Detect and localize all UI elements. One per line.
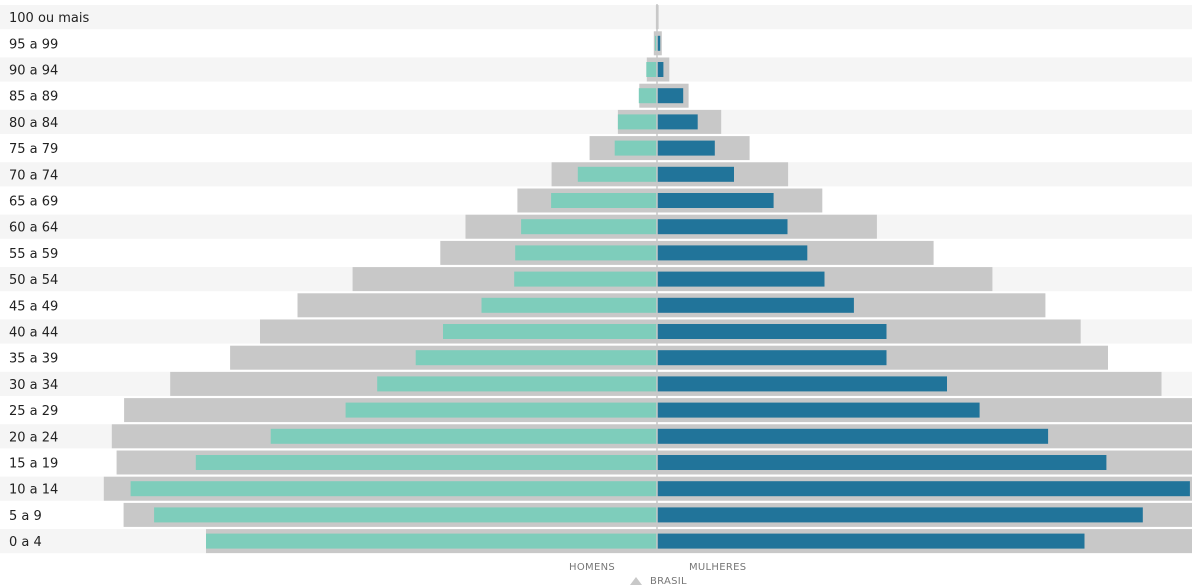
category-label: 35 a 39 (9, 352, 58, 367)
xlabel-left: HOMENS (569, 562, 615, 573)
bar-mulheres (657, 455, 1107, 470)
category-label: 80 a 84 (9, 116, 58, 131)
bar-mulheres (657, 193, 774, 208)
category-label: 65 a 69 (9, 195, 58, 210)
bar-homens (514, 271, 657, 287)
category-label: 10 a 14 (9, 483, 58, 498)
bar-mulheres (657, 114, 698, 130)
category-label: 55 a 59 (9, 247, 58, 262)
legend-label: BRASIL (650, 576, 687, 586)
bar-mulheres (657, 376, 947, 392)
bar-mulheres (657, 533, 1085, 549)
bar-homens (646, 62, 657, 77)
category-label: 25 a 29 (9, 404, 58, 419)
bar-homens (130, 481, 658, 497)
bar-mulheres (657, 245, 808, 261)
row-stripe (0, 31, 1192, 56)
bar-mulheres (657, 62, 664, 77)
bar-homens (515, 245, 657, 261)
bar-homens (481, 297, 657, 313)
bar-homens (270, 428, 657, 444)
category-label: 20 a 24 (9, 430, 58, 445)
bar-mulheres (657, 35, 661, 51)
bar-mulheres (657, 219, 788, 235)
bar-homens (345, 402, 657, 418)
category-label: 95 a 99 (9, 37, 58, 52)
legend-triangle-icon (630, 577, 642, 585)
row-stripe (0, 5, 1192, 30)
category-label: 5 a 9 (9, 509, 42, 524)
series-bars (130, 35, 1190, 549)
category-label: 30 a 34 (9, 378, 58, 393)
bar-homens (617, 114, 657, 130)
category-label: 70 a 74 (9, 168, 58, 183)
bar-homens (415, 350, 657, 366)
row-stripe (0, 57, 1192, 82)
bar-mulheres (657, 297, 854, 313)
bar-mulheres (657, 166, 734, 182)
category-label: 50 a 54 (9, 273, 58, 288)
reference-bar-female (657, 5, 659, 30)
category-label: 90 a 94 (9, 64, 58, 79)
bar-homens (654, 35, 657, 51)
category-labels: 100 ou mais 95 a 99 90 a 94 85 a 89 80 a 84 7… (9, 11, 90, 550)
bar-mulheres (657, 271, 825, 287)
bar-homens (443, 324, 657, 339)
category-label: 15 a 19 (9, 457, 58, 472)
bar-homens (577, 166, 657, 182)
category-label: 45 a 49 (9, 299, 58, 314)
bar-mulheres (657, 507, 1143, 523)
category-label: 0 a 4 (9, 535, 42, 550)
bar-mulheres (657, 350, 887, 366)
bar-homens (154, 507, 657, 523)
category-label: 85 a 89 (9, 90, 58, 105)
category-label: 100 ou mais (9, 11, 90, 26)
bar-homens (614, 140, 657, 156)
bar-homens (195, 455, 658, 470)
category-label: 40 a 44 (9, 326, 58, 341)
bar-homens (638, 88, 657, 104)
category-label: 60 a 64 (9, 221, 58, 236)
row-stripe (0, 109, 1192, 134)
bar-homens (521, 219, 657, 235)
bar-mulheres (657, 140, 715, 156)
bar-mulheres (657, 324, 887, 339)
bar-mulheres (657, 402, 980, 418)
row-stripe (0, 83, 1192, 108)
bar-mulheres (657, 428, 1049, 444)
bar-homens (377, 376, 657, 392)
category-label: 75 a 79 (9, 142, 58, 157)
bar-homens (551, 193, 657, 208)
xlabel-right: MULHERES (689, 562, 746, 573)
bar-homens (206, 533, 657, 549)
bar-mulheres (657, 88, 684, 104)
bar-mulheres (657, 481, 1190, 497)
